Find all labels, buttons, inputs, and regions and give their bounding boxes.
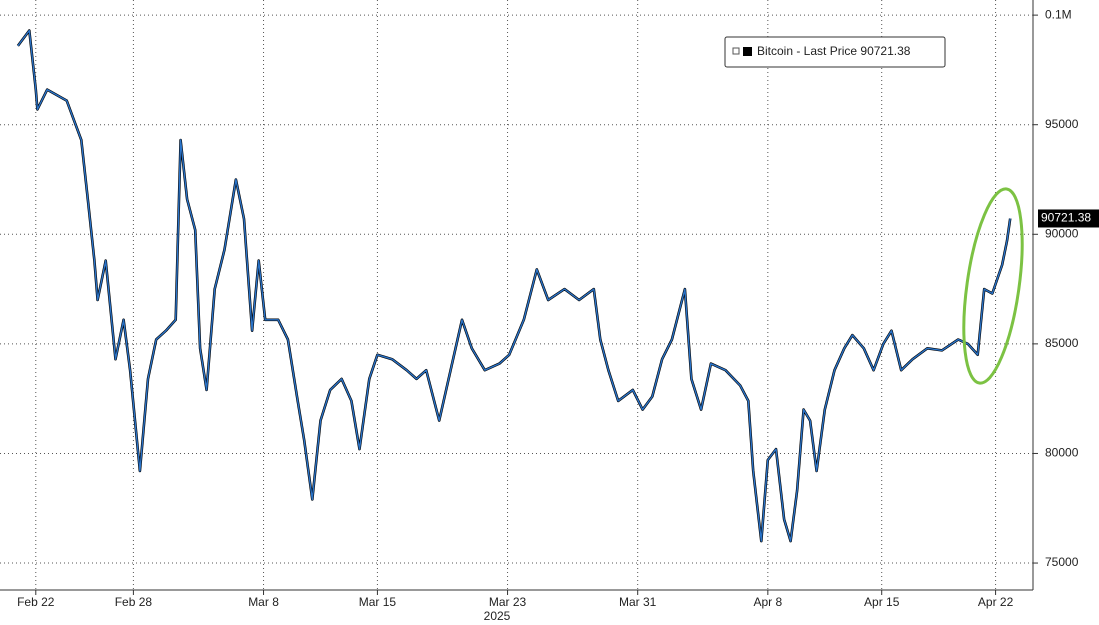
legend-box xyxy=(724,36,946,68)
x-tick-label: Mar 23 xyxy=(489,595,527,609)
legend-swatch xyxy=(743,47,752,56)
y-tick-label: 80000 xyxy=(1045,446,1079,460)
x-tick-label: Mar 8 xyxy=(248,595,279,609)
x-tick-label: Apr 15 xyxy=(864,595,900,609)
series-line xyxy=(17,29,1011,542)
y-tick-label: 85000 xyxy=(1045,336,1079,350)
legend-label: Bitcoin - Last Price 90721.38 xyxy=(757,44,911,58)
y-tick-label: 75000 xyxy=(1045,555,1079,569)
x-axis-year: 2025 xyxy=(484,609,511,623)
x-tick-label: Mar 31 xyxy=(619,595,657,609)
highlight-ellipse xyxy=(962,187,1024,385)
legend-last-value: 90721.38 xyxy=(860,44,910,58)
x-tick-label: Apr 22 xyxy=(978,595,1014,609)
last-price-label: 90721.38 xyxy=(1041,211,1091,225)
x-tick-label: Feb 28 xyxy=(115,595,153,609)
last-price-box xyxy=(1038,209,1099,228)
y-tick-label: 95000 xyxy=(1045,117,1079,131)
x-tick-label: Mar 15 xyxy=(359,595,397,609)
x-tick-label: Feb 22 xyxy=(17,595,55,609)
y-tick-label: 90000 xyxy=(1045,226,1079,240)
legend-toggle xyxy=(732,47,740,55)
x-tick-label: Apr 8 xyxy=(753,595,782,609)
plot xyxy=(0,0,1033,590)
legend-series-name: Bitcoin - Last Price xyxy=(757,44,857,58)
y-tick-label: 0.1M xyxy=(1045,7,1072,21)
